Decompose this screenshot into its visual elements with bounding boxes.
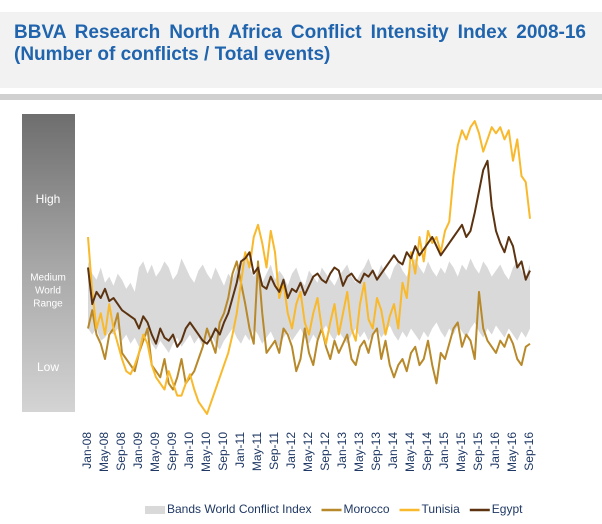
side-label: Range (33, 299, 63, 310)
side-label: Medium (30, 273, 66, 284)
x-tick-label: Sep-16 (522, 432, 536, 471)
x-tick-label: Jan-15 (437, 432, 451, 469)
legend-label: Tunisia (422, 502, 461, 516)
series-line (87, 159, 531, 348)
x-tick-label: Jan-09 (131, 432, 145, 469)
x-tick-label: Jan-08 (80, 432, 94, 469)
x-tick-label: Sep-08 (114, 432, 128, 471)
intensity-scale (22, 114, 75, 412)
x-tick-label: Jan-12 (284, 432, 298, 469)
legend-label: Bands World Conflict Index (167, 502, 312, 516)
band-area (88, 252, 530, 353)
x-tick-label: May-09 (148, 432, 162, 472)
legend-swatch (145, 506, 165, 514)
x-tick-label: Jan-10 (182, 432, 196, 469)
x-tick-label: May-11 (250, 432, 264, 471)
x-tick-label: Sep-15 (471, 432, 485, 471)
x-tick-label: Sep-13 (369, 432, 383, 471)
side-label: Low (37, 360, 59, 374)
x-tick-label: May-10 (199, 432, 213, 472)
x-tick-label: Sep-10 (216, 432, 230, 471)
separator (0, 94, 602, 100)
chart-title: BBVA Research North Africa Conflict Inte… (14, 22, 586, 65)
x-tick-label: Sep-11 (267, 432, 281, 470)
x-tick-label: Sep-14 (420, 432, 434, 471)
x-tick-label: Jan-11 (233, 432, 247, 468)
side-label: World (35, 286, 61, 297)
series-line (87, 120, 531, 415)
x-tick-label: Sep-12 (318, 432, 332, 471)
x-tick-label: May-16 (505, 432, 519, 472)
side-label: High (36, 192, 61, 206)
x-tick-label: May-08 (97, 432, 111, 472)
x-tick-label: May-15 (454, 432, 468, 472)
x-tick-label: Jan-13 (335, 432, 349, 469)
x-tick-label: May-14 (403, 432, 417, 472)
x-tick-label: Jan-16 (488, 432, 502, 469)
legend-label: Egypt (492, 502, 523, 516)
x-tick-label: May-13 (352, 432, 366, 472)
x-tick-label: May-12 (301, 432, 315, 472)
legend-label: Morocco (344, 502, 390, 516)
title-box (0, 12, 602, 88)
series-line (87, 260, 531, 391)
x-tick-label: Sep-09 (165, 432, 179, 471)
x-tick-label: Jan-14 (386, 432, 400, 469)
